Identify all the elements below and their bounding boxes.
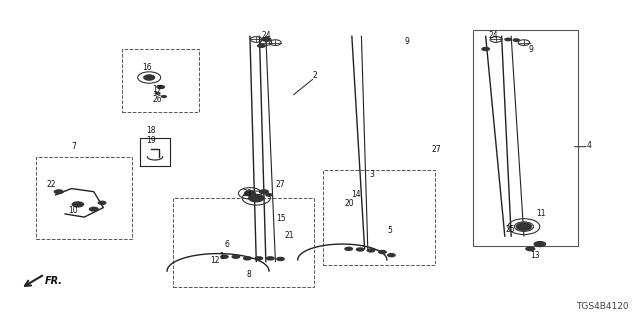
- Circle shape: [344, 247, 353, 251]
- Text: 10: 10: [68, 206, 77, 215]
- Circle shape: [156, 85, 165, 89]
- Circle shape: [266, 256, 275, 260]
- Circle shape: [276, 257, 285, 261]
- Text: 14: 14: [351, 190, 360, 199]
- Text: 3: 3: [369, 170, 374, 179]
- Circle shape: [481, 47, 490, 51]
- Circle shape: [259, 189, 269, 194]
- Text: 13: 13: [531, 251, 540, 260]
- Circle shape: [513, 38, 520, 42]
- Circle shape: [243, 256, 252, 260]
- Circle shape: [367, 248, 376, 252]
- Text: 26: 26: [153, 95, 163, 104]
- Circle shape: [356, 247, 365, 252]
- Text: 2: 2: [312, 71, 317, 80]
- Text: TGS4B4120: TGS4B4120: [577, 302, 629, 311]
- Circle shape: [249, 195, 263, 202]
- Text: 22: 22: [47, 180, 56, 189]
- Circle shape: [265, 193, 273, 197]
- Bar: [323, 170, 435, 265]
- Text: 5: 5: [388, 226, 392, 235]
- Text: 12: 12: [210, 256, 220, 265]
- Text: 18: 18: [147, 126, 156, 135]
- Circle shape: [161, 95, 167, 98]
- Text: 8: 8: [246, 270, 251, 279]
- Circle shape: [387, 253, 396, 257]
- Circle shape: [257, 44, 266, 48]
- Circle shape: [232, 254, 241, 259]
- Circle shape: [143, 75, 155, 80]
- Circle shape: [154, 92, 161, 95]
- Circle shape: [516, 223, 532, 231]
- Text: 16: 16: [142, 62, 152, 72]
- Circle shape: [54, 189, 64, 194]
- Circle shape: [525, 246, 536, 252]
- Circle shape: [220, 254, 229, 259]
- Bar: [122, 49, 199, 112]
- Circle shape: [504, 37, 512, 41]
- Circle shape: [72, 201, 84, 208]
- Circle shape: [534, 241, 546, 247]
- Circle shape: [261, 37, 271, 42]
- Circle shape: [98, 201, 106, 205]
- Text: 19: 19: [147, 136, 156, 146]
- Text: 27: 27: [432, 145, 442, 154]
- Text: 11: 11: [536, 209, 546, 218]
- Text: 9: 9: [529, 45, 533, 54]
- Text: 20: 20: [344, 199, 354, 208]
- Text: 15: 15: [276, 213, 286, 222]
- Text: 21: 21: [285, 231, 294, 240]
- Circle shape: [378, 250, 387, 254]
- Text: 25: 25: [505, 225, 515, 234]
- Text: 1: 1: [219, 252, 223, 261]
- Text: FR.: FR.: [45, 276, 63, 286]
- Circle shape: [89, 207, 99, 212]
- Text: 7: 7: [71, 142, 76, 151]
- Bar: [36, 157, 132, 239]
- Text: 27: 27: [276, 180, 285, 189]
- Circle shape: [254, 256, 263, 260]
- Text: 4: 4: [586, 141, 591, 150]
- Circle shape: [519, 224, 529, 229]
- Text: 17: 17: [153, 85, 163, 94]
- Text: 24: 24: [488, 31, 498, 40]
- Text: 9: 9: [405, 36, 410, 45]
- Circle shape: [244, 190, 255, 196]
- Text: 24: 24: [262, 31, 271, 40]
- Text: 6: 6: [225, 240, 229, 249]
- Text: 23: 23: [243, 189, 252, 198]
- Bar: [173, 198, 314, 287]
- Circle shape: [252, 196, 260, 200]
